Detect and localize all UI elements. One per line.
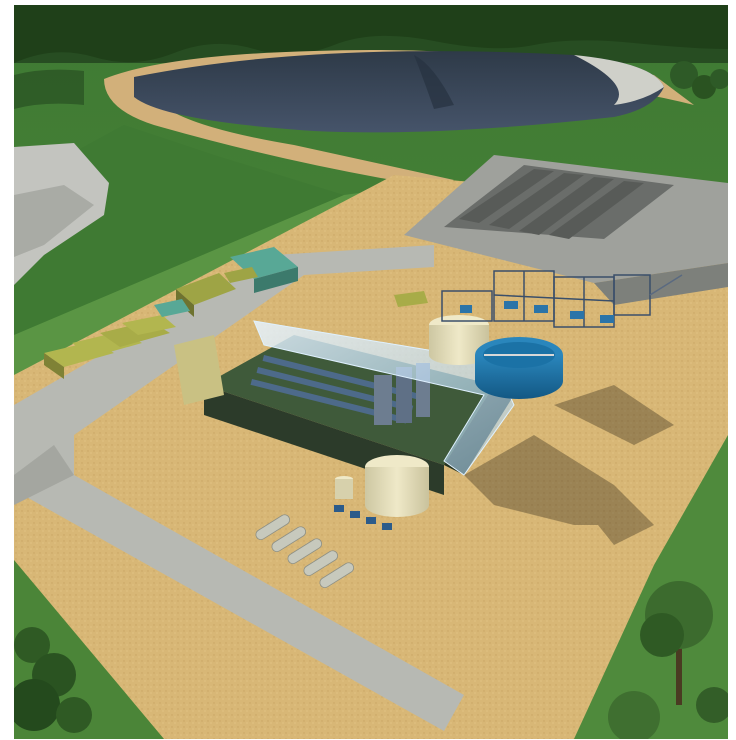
tree-cluster-southwest <box>14 627 92 733</box>
storage-shed <box>154 247 428 317</box>
pump-station <box>334 505 392 530</box>
open-pit-icon <box>134 51 664 133</box>
pipe-segment-icon <box>255 514 355 588</box>
process-equipment <box>460 301 614 323</box>
process-steelwork <box>441 270 683 328</box>
waste-rock-shadow <box>14 185 94 257</box>
thickener-icon <box>475 337 563 399</box>
grass-east <box>574 435 728 739</box>
tree <box>608 581 728 739</box>
concrete-road <box>14 245 464 731</box>
shipping-container-icon <box>44 315 176 379</box>
plant-site-render <box>14 5 728 739</box>
cast-shadows <box>464 385 674 545</box>
tailings-stack-icon <box>404 155 728 305</box>
tree-line-icon <box>14 5 728 109</box>
tank-icon <box>335 315 489 517</box>
tree-cluster-northeast <box>670 61 728 99</box>
